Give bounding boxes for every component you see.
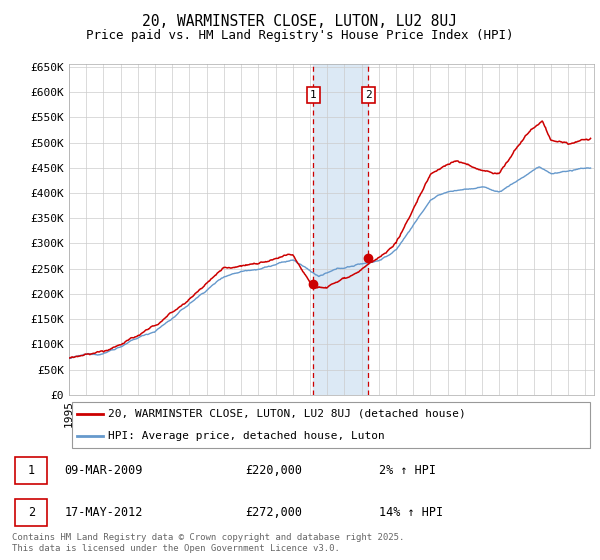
- FancyBboxPatch shape: [15, 456, 47, 484]
- Text: 2: 2: [28, 506, 35, 519]
- Text: 1: 1: [28, 464, 35, 477]
- Text: HPI: Average price, detached house, Luton: HPI: Average price, detached house, Luto…: [109, 431, 385, 441]
- Text: Price paid vs. HM Land Registry's House Price Index (HPI): Price paid vs. HM Land Registry's House …: [86, 29, 514, 42]
- Text: £272,000: £272,000: [245, 506, 302, 519]
- Text: 17-MAY-2012: 17-MAY-2012: [64, 506, 143, 519]
- Text: 14% ↑ HPI: 14% ↑ HPI: [379, 506, 443, 519]
- FancyBboxPatch shape: [15, 499, 47, 526]
- Text: 2: 2: [365, 90, 371, 100]
- Text: 09-MAR-2009: 09-MAR-2009: [64, 464, 143, 477]
- Bar: [313, 64, 368, 395]
- FancyBboxPatch shape: [71, 403, 590, 447]
- Text: 2% ↑ HPI: 2% ↑ HPI: [379, 464, 436, 477]
- Text: 20, WARMINSTER CLOSE, LUTON, LU2 8UJ (detached house): 20, WARMINSTER CLOSE, LUTON, LU2 8UJ (de…: [109, 409, 466, 419]
- Text: 1: 1: [310, 90, 317, 100]
- Text: Contains HM Land Registry data © Crown copyright and database right 2025.
This d: Contains HM Land Registry data © Crown c…: [12, 533, 404, 553]
- Text: 20, WARMINSTER CLOSE, LUTON, LU2 8UJ: 20, WARMINSTER CLOSE, LUTON, LU2 8UJ: [143, 14, 458, 29]
- Text: £220,000: £220,000: [245, 464, 302, 477]
